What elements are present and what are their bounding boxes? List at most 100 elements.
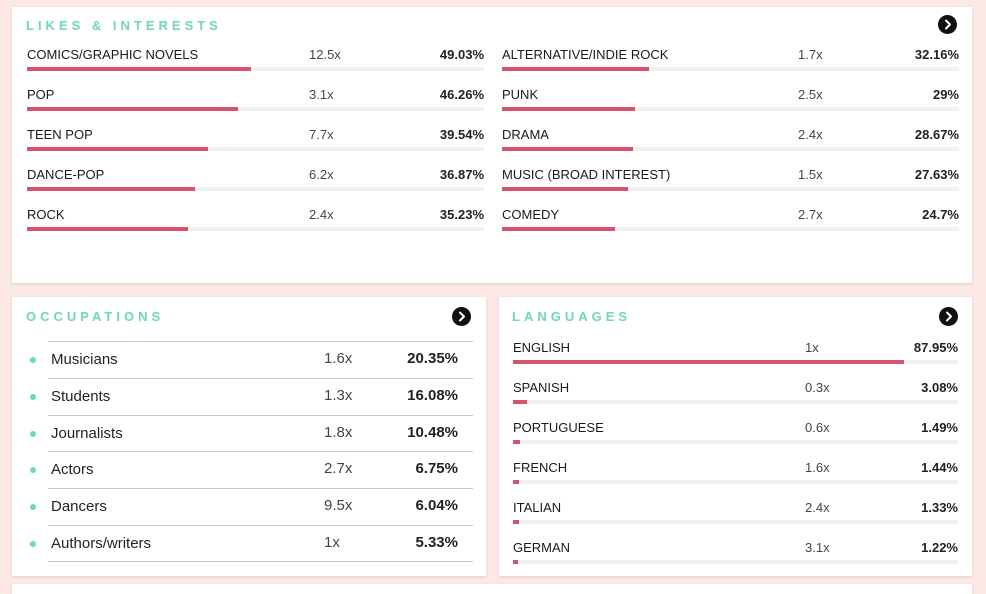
progress-track <box>27 187 484 191</box>
list-item[interactable]: Dancers 9.5x 6.04% <box>27 488 473 525</box>
item-percentage: 1.33% <box>921 500 958 515</box>
occupation-name: Journalists <box>51 424 123 442</box>
bullet-icon <box>30 357 36 363</box>
likes-interests-card: LIKES & INTERESTS COMICS/GRAPHIC NOVELS 1… <box>12 7 972 283</box>
item-multiplier: 2.5x <box>798 87 823 102</box>
languages-title: LANGUAGES <box>512 309 632 324</box>
progress-fill <box>27 67 252 71</box>
item-percentage: 39.54% <box>439 127 484 142</box>
progress-fill <box>502 227 615 231</box>
progress-fill <box>502 67 649 71</box>
occupation-percentage: 20.35% <box>407 350 458 367</box>
chevron-right-icon <box>945 19 951 30</box>
list-item[interactable]: ALTERNATIVE/INDIE ROCK 1.7x 32.16% <box>502 47 959 87</box>
progress-fill <box>502 147 634 151</box>
item-multiplier: 2.4x <box>798 127 823 142</box>
occupation-multiplier: 1.8x <box>324 423 353 441</box>
list-item[interactable]: PORTUGUESE 0.6x 1.49% <box>513 420 958 460</box>
occupation-name: Musicians <box>51 351 118 368</box>
list-item[interactable]: COMICS/GRAPHIC NOVELS 12.5x 49.03% <box>27 47 484 87</box>
list-item[interactable]: MUSIC (BROAD INTEREST) 1.5x 27.63% <box>502 167 959 207</box>
divider <box>48 414 473 416</box>
likes-right-column: ALTERNATIVE/INDIE ROCK 1.7x 32.16% PUNK 2.5x… <box>502 47 959 247</box>
item-percentage: 32.16% <box>914 47 959 62</box>
progress-fill <box>27 187 196 191</box>
progress-track <box>513 560 958 564</box>
list-item[interactable]: Journalists 1.8x 10.48% <box>27 414 473 452</box>
progress-track <box>513 400 958 404</box>
occupation-name: Authors/writers <box>51 535 152 552</box>
list-item[interactable]: COMEDY 2.7x 24.7% <box>502 207 959 247</box>
item-percentage: 24.7% <box>922 207 959 222</box>
list-item[interactable]: POP 3.1x 46.26% <box>27 87 484 127</box>
progress-fill <box>513 400 527 404</box>
occupation-name: Actors <box>51 461 94 479</box>
item-name: ROCK <box>27 207 65 222</box>
languages-list: ENGLISH 1x 87.95% SPANISH 0.3x 3.08% PORTUGUES… <box>513 340 958 580</box>
item-percentage: 87.95% <box>913 340 958 355</box>
item-multiplier: 2.7x <box>798 207 823 222</box>
item-name: SPANISH <box>513 380 570 395</box>
list-item[interactable]: ENGLISH 1x 87.95% <box>513 340 958 380</box>
list-item[interactable]: Students 1.3x 16.08% <box>27 377 473 415</box>
item-multiplier: 1.6x <box>805 460 830 475</box>
item-percentage: 28.67% <box>914 127 959 142</box>
progress-fill <box>513 480 520 484</box>
list-item[interactable]: ITALIAN 2.4x 1.33% <box>513 500 958 540</box>
languages-more-button[interactable] <box>939 307 958 326</box>
list-item[interactable]: TEEN POP 7.7x 39.54% <box>27 127 484 167</box>
list-item[interactable]: GERMAN 3.1x 1.22% <box>513 540 958 580</box>
occupations-title: OCCUPATIONS <box>26 309 165 324</box>
item-name: MUSIC (BROAD INTEREST) <box>502 167 671 182</box>
item-multiplier: 0.6x <box>805 420 830 435</box>
item-name: ENGLISH <box>513 340 571 355</box>
likes-interests-title: LIKES & INTERESTS <box>26 18 222 33</box>
list-item[interactable]: DANCE-POP 6.2x 36.87% <box>27 167 484 207</box>
progress-track <box>513 440 958 444</box>
list-item[interactable]: Musicians 1.6x 20.35% <box>27 341 473 378</box>
progress-track <box>27 67 484 71</box>
occupation-percentage: 5.33% <box>415 534 458 551</box>
occupation-name: Dancers <box>51 498 107 516</box>
list-item[interactable]: FRENCH 1.6x 1.44% <box>513 460 958 500</box>
progress-fill <box>502 107 635 111</box>
item-name: DANCE-POP <box>27 167 105 182</box>
progress-track <box>502 227 959 231</box>
list-item[interactable]: DRAMA 2.4x 28.67% <box>502 127 959 167</box>
item-multiplier: 2.4x <box>309 207 334 222</box>
likes-more-button[interactable] <box>938 15 957 34</box>
bullet-icon <box>30 541 36 547</box>
item-percentage: 3.08% <box>921 380 958 395</box>
occupation-multiplier: 1.6x <box>324 350 353 367</box>
item-multiplier: 6.2x <box>309 167 334 182</box>
list-item[interactable]: Actors 2.7x 6.75% <box>27 451 473 488</box>
item-multiplier: 7.7x <box>309 127 334 142</box>
list-item[interactable]: SPANISH 0.3x 3.08% <box>513 380 958 420</box>
divider <box>48 451 473 453</box>
progress-track <box>27 107 484 111</box>
item-multiplier: 1.5x <box>798 167 823 182</box>
occupation-multiplier: 9.5x <box>324 497 353 515</box>
item-name: TEEN POP <box>27 127 93 142</box>
divider <box>48 525 473 526</box>
progress-fill <box>513 360 905 364</box>
occupation-multiplier: 1x <box>324 534 340 551</box>
item-name: GERMAN <box>513 540 571 555</box>
progress-track <box>502 107 959 111</box>
list-item[interactable]: ROCK 2.4x 35.23% <box>27 207 484 247</box>
list-item[interactable]: PUNK 2.5x 29% <box>502 87 959 127</box>
occupation-percentage: 16.08% <box>407 386 458 404</box>
item-percentage: 1.44% <box>921 460 958 475</box>
item-name: COMICS/GRAPHIC NOVELS <box>27 47 199 62</box>
progress-fill <box>27 107 239 111</box>
list-item[interactable]: Authors/writers 1x 5.33% <box>27 525 473 562</box>
progress-track <box>502 187 959 191</box>
bullet-icon <box>30 467 36 474</box>
likes-left-column: COMICS/GRAPHIC NOVELS 12.5x 49.03% POP 3.1x 4… <box>27 47 484 247</box>
chevron-right-icon <box>946 311 952 322</box>
chevron-right-icon <box>459 311 465 322</box>
item-percentage: 49.03% <box>439 47 484 62</box>
progress-track <box>27 227 484 231</box>
occupations-more-button[interactable] <box>452 307 471 326</box>
divider <box>48 488 473 490</box>
